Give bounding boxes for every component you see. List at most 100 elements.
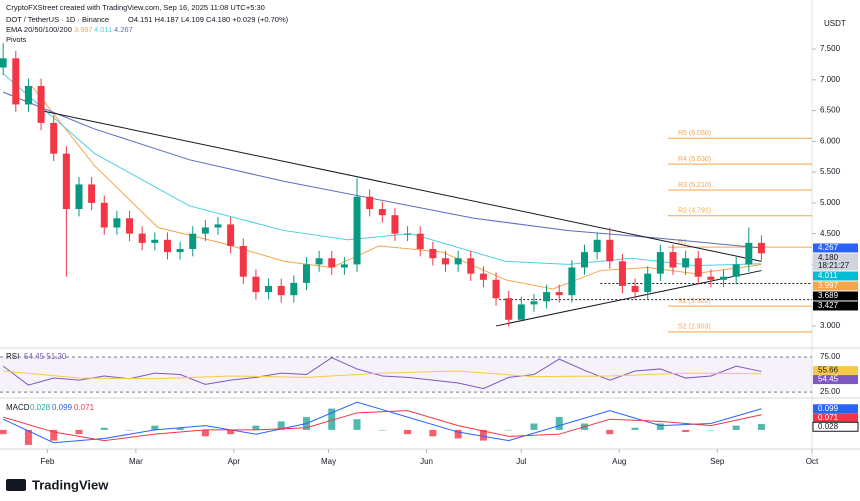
candle-body: [0, 58, 7, 68]
macd-hist: [429, 429, 437, 437]
ohlc: O4.151 H4.187 L4.109 C4.180 +0.029 (+0.7…: [128, 15, 289, 24]
price-label: 3.689: [818, 291, 839, 300]
ema-value: 4.267: [114, 25, 133, 34]
macd-hist: [353, 419, 361, 430]
candle-body: [227, 224, 235, 246]
candle-body: [479, 273, 487, 280]
candle-body: [517, 304, 525, 320]
macd-label-box: [813, 404, 858, 414]
macd-hist: [277, 421, 285, 430]
macd-hist: [732, 425, 740, 430]
currency: USDT: [824, 19, 846, 28]
y-tick-label: 5.500: [820, 167, 841, 176]
ema-legend: EMA 20/50/100/200: [6, 25, 72, 34]
candle-body: [707, 276, 715, 280]
candle-body: [644, 273, 652, 293]
candle-body: [720, 276, 728, 280]
rsi-tick-label: 75.00: [820, 352, 841, 361]
candle-body: [290, 282, 298, 296]
macd-hist: [50, 429, 58, 441]
x-tick-label: Jun: [420, 457, 433, 466]
candle-body: [441, 258, 449, 265]
candle-body: [669, 252, 677, 268]
candle-body: [151, 239, 159, 243]
price-label: 3.997: [818, 281, 839, 290]
macd-hist: [328, 408, 336, 430]
countdown: 18:21:27: [818, 261, 850, 270]
ema-value: 3.997: [74, 25, 93, 34]
candle-body: [543, 292, 551, 302]
macd-hist: [0, 429, 7, 435]
pivot-label: S2 (2.903): [678, 324, 711, 331]
rsi-legend: 54.45 51.20: [24, 352, 67, 361]
candle-body: [189, 233, 197, 250]
logo-text: TradingView: [32, 477, 109, 492]
macd-hist: [227, 429, 235, 435]
pivot-label: R5 (6.050): [678, 130, 711, 137]
macd-legend: 0.028: [30, 403, 51, 412]
macd-legend: 0.099: [52, 403, 73, 412]
candle-body: [252, 276, 260, 293]
logo: TradingView: [6, 477, 109, 492]
candle-body: [656, 252, 664, 274]
candle-body: [694, 258, 702, 277]
price-label: 4.267: [818, 243, 839, 252]
candle-body: [138, 233, 146, 243]
macd-hist: [176, 427, 184, 430]
candle-body: [239, 245, 247, 277]
x-tick-label: Aug: [612, 457, 626, 466]
x-tick-label: May: [321, 457, 336, 466]
candle-body: [606, 239, 614, 262]
macd-hist: [24, 429, 32, 445]
ema-line: [2, 91, 762, 249]
credit: CryptoFXStreet created with TradingView.…: [6, 3, 265, 12]
candle-body: [682, 258, 690, 268]
candle-body: [353, 196, 361, 265]
macd-hist: [378, 429, 386, 431]
rsi-ma: [3, 370, 762, 380]
y-tick-label: 7.000: [820, 75, 841, 84]
pivot-label: R3 (5.210): [678, 182, 711, 189]
candle-body: [366, 196, 374, 210]
x-tick-label: Oct: [806, 457, 819, 466]
candle-body: [593, 239, 601, 253]
y-tick-label: 3.000: [820, 321, 841, 330]
macd-hist: [707, 429, 715, 431]
price-label: 3.427: [818, 301, 839, 310]
macd-macd: [2, 401, 762, 444]
macd-hist: [75, 429, 83, 435]
candle-body: [50, 122, 58, 154]
y-tick-label: 6.000: [820, 136, 841, 145]
macd-hist: [530, 423, 538, 430]
candle-body: [732, 264, 740, 277]
pivots-legend: Pivots: [6, 35, 27, 44]
candle-body: [505, 298, 513, 320]
candle-body: [62, 153, 70, 210]
pivot-label: R2 (4.791): [678, 208, 711, 215]
rsi-label-box: [813, 375, 858, 385]
candle-body: [378, 209, 386, 216]
rsi-label: 54.45: [818, 375, 839, 384]
macd-hist: [252, 425, 260, 430]
candle-body: [75, 184, 83, 210]
candle-body: [100, 202, 108, 228]
y-tick-label: 5.000: [820, 198, 841, 207]
macd-hist: [555, 417, 563, 430]
y-tick-label: 4.500: [820, 229, 841, 238]
candle-body: [88, 184, 96, 203]
candle-body: [265, 285, 273, 293]
rsi-band: [0, 357, 812, 393]
macd-hist: [757, 423, 765, 430]
candle-body: [201, 227, 209, 234]
macd-label: 0.028: [818, 422, 839, 431]
x-tick-label: Jul: [516, 457, 526, 466]
x-tick-label: Apr: [228, 457, 241, 466]
macd-hist: [631, 427, 639, 430]
price-label-box: [813, 253, 858, 271]
candle-body: [302, 264, 310, 283]
price-label-box: [813, 281, 858, 291]
x-tick-label: Feb: [40, 457, 54, 466]
candle-body: [328, 258, 336, 268]
candle-body: [757, 242, 765, 254]
